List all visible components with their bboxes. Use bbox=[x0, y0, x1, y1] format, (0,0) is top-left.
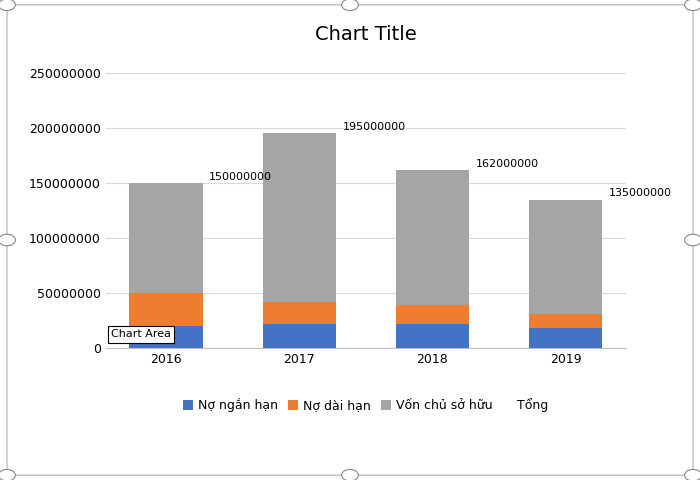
Bar bbox=[528, 314, 602, 328]
Text: 150000000: 150000000 bbox=[209, 172, 272, 182]
Bar bbox=[262, 133, 336, 302]
Bar bbox=[130, 326, 202, 348]
Bar bbox=[262, 302, 336, 324]
Bar bbox=[528, 200, 602, 314]
Legend: Nợ ngắn hạn, Nợ dài hạn, Vốn chủ sở hữu, Tổng: Nợ ngắn hạn, Nợ dài hạn, Vốn chủ sở hữu,… bbox=[178, 393, 554, 417]
Bar bbox=[528, 328, 602, 348]
Text: 195000000: 195000000 bbox=[342, 122, 405, 132]
Bar bbox=[130, 293, 202, 326]
Bar bbox=[395, 305, 469, 324]
Text: 162000000: 162000000 bbox=[475, 159, 539, 168]
Text: 135000000: 135000000 bbox=[609, 189, 672, 198]
Bar bbox=[395, 324, 469, 348]
Bar bbox=[262, 324, 336, 348]
Text: Chart Area: Chart Area bbox=[111, 329, 171, 339]
Bar bbox=[395, 170, 469, 305]
Bar bbox=[130, 183, 202, 293]
Title: Chart Title: Chart Title bbox=[315, 24, 416, 44]
